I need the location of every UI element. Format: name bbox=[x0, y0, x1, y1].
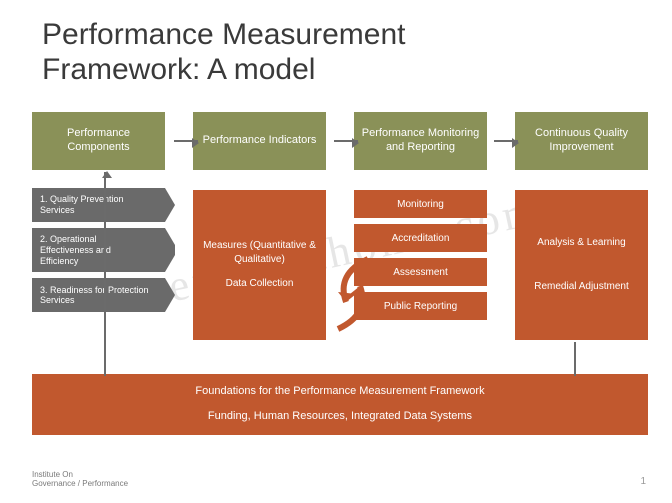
indicators-measures: Measures (Quantitative & Qualitative) bbox=[201, 239, 318, 267]
chevron-item: 1. Quality Prevention Services bbox=[32, 188, 165, 222]
arrow-icon bbox=[174, 140, 198, 142]
monitoring-sublist: Monitoring Accreditation Assessment Publ… bbox=[354, 190, 487, 320]
header-continuous-improvement: Continuous Quality Improvement bbox=[515, 112, 648, 170]
indicators-data-collection: Data Collection bbox=[201, 277, 318, 291]
footer-line2: Governance / Performance bbox=[32, 479, 128, 488]
framework-diagram: Performance Components Performance Indic… bbox=[24, 112, 648, 435]
columns-row: 1. Quality Prevention Services 2. Operat… bbox=[32, 184, 648, 354]
foundations-box: Foundations for the Performance Measurem… bbox=[32, 374, 648, 435]
footer-attribution: Institute On Governance / Performance bbox=[32, 470, 128, 489]
subbox-public-reporting: Public Reporting bbox=[354, 292, 487, 320]
header-performance-indicators: Performance Indicators bbox=[193, 112, 326, 170]
chevron-item: 3. Readiness for Protection Services bbox=[32, 278, 165, 312]
feedback-arrow-icon bbox=[104, 172, 106, 376]
header-performance-components: Performance Components bbox=[32, 112, 165, 170]
improvement-analysis: Analysis & Learning bbox=[523, 236, 640, 250]
subbox-monitoring: Monitoring bbox=[354, 190, 487, 218]
page-number: 1 bbox=[640, 476, 646, 487]
title-line-2: Framework: A model bbox=[42, 53, 315, 86]
header-monitoring-reporting: Performance Monitoring and Reporting bbox=[354, 112, 487, 170]
chevron-list: 1. Quality Prevention Services 2. Operat… bbox=[32, 188, 165, 312]
chevron-item: 2. Operational Effectiveness and Efficie… bbox=[32, 228, 165, 272]
improvement-remedial: Remedial Adjustment bbox=[523, 280, 640, 294]
col-components: 1. Quality Prevention Services 2. Operat… bbox=[32, 184, 165, 354]
subbox-assessment: Assessment bbox=[354, 258, 487, 286]
foundations-line1: Foundations for the Performance Measurem… bbox=[44, 384, 636, 399]
improvement-box: Analysis & Learning Remedial Adjustment bbox=[515, 190, 648, 340]
subbox-accreditation: Accreditation bbox=[354, 224, 487, 252]
col-improvement: Analysis & Learning Remedial Adjustment bbox=[515, 184, 648, 354]
title-line-1: Performance Measurement bbox=[42, 18, 406, 51]
connector-line bbox=[574, 342, 576, 376]
page-title: Performance Measurement Framework: A mod… bbox=[42, 18, 406, 87]
indicators-box: Measures (Quantitative & Qualitative) Da… bbox=[193, 190, 326, 340]
footer-line1: Institute On bbox=[32, 470, 73, 479]
arrow-icon bbox=[334, 140, 358, 142]
col-indicators: Measures (Quantitative & Qualitative) Da… bbox=[193, 184, 326, 354]
col-monitoring: Monitoring Accreditation Assessment Publ… bbox=[354, 184, 487, 354]
foundations-line2: Funding, Human Resources, Integrated Dat… bbox=[44, 409, 636, 424]
arrow-icon bbox=[494, 140, 518, 142]
